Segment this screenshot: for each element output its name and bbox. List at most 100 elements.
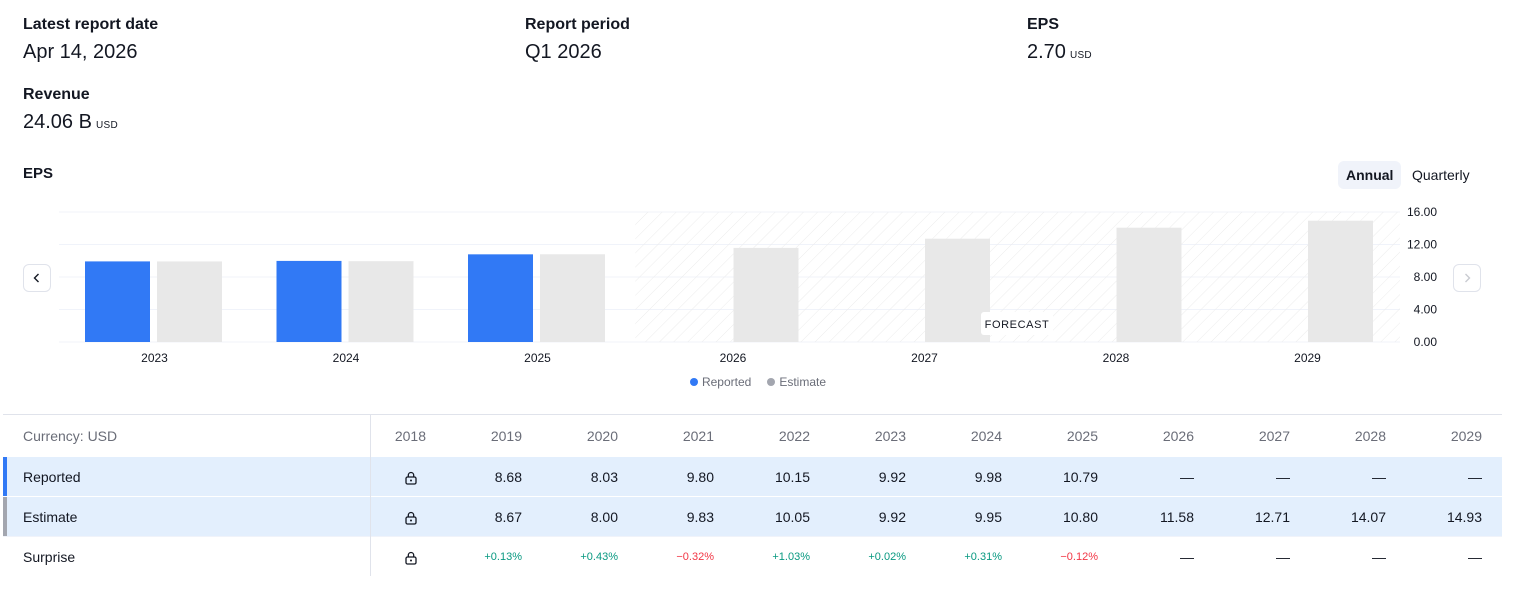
latest-report-date-stat: Latest report date Apr 14, 2026 [23,16,158,64]
reported-bar [276,260,342,342]
row-label: Estimate [23,508,78,525]
value-cell: — [1276,548,1290,565]
value-cell: −0.32% [676,550,714,563]
value-cell: 10.15 [774,468,810,485]
value-cell: 8.68 [494,468,522,485]
value-cell: 10.79 [1062,468,1098,485]
value-cell: −0.12% [1060,550,1098,563]
table-row-surprise: Surprise +0.13% +0.43% −0.32% +1.03% +0.02% +0… [3,536,1502,576]
revenue-stat: Revenue 24.06 B USD [23,86,118,134]
value-cell: 9.92 [878,508,906,525]
eps-stat: EPS 2.70 USD [1027,16,1092,64]
y-tick-label: 16.00 [1407,205,1437,219]
value-cell: 11.58 [1160,508,1194,525]
value-cell: — [1468,548,1482,565]
report-period-stat: Report period Q1 2026 [525,16,630,64]
year-header-cell: 2020 [586,427,618,444]
value-cell: +0.43% [580,550,618,563]
chart-title: EPS [23,165,54,182]
forecast-tag-bg [981,312,1053,335]
chart-next-button[interactable] [1453,264,1481,292]
year-header-cell: 2028 [1354,427,1386,444]
value-cell: 9.92 [878,468,906,485]
year-header-cell: 2023 [874,427,906,444]
eps-value-line: 2.70 USD [1027,41,1092,64]
value-cell: 12.71 [1254,508,1290,525]
legend-reported-label: Reported [701,375,752,389]
value-cell: 8.67 [494,508,522,525]
legend-item-estimate[interactable]: Estimate [767,375,826,389]
value-cell: — [1468,468,1482,485]
row-color-indicator [3,497,7,536]
estimate-bar [733,247,799,342]
latest-report-date-value: Apr 14, 2026 [23,41,138,63]
value-cell: 14.07 [1350,508,1386,525]
y-tick-label: 0.00 [1414,335,1438,349]
report-period-label: Report period [525,16,630,33]
value-cell: — [1180,468,1194,485]
estimate-bar [1308,220,1373,342]
legend-item-reported[interactable]: Reported [689,375,752,389]
currency-label: Currency: USD [23,427,118,444]
y-tick-label: 8.00 [1414,270,1438,284]
estimate-dot-icon [767,378,776,386]
value-cell: — [1180,548,1194,565]
reported-bar [85,261,150,342]
annual-toggle[interactable]: Annual [1338,161,1402,189]
quarterly-toggle[interactable]: Quarterly [1412,167,1470,183]
x-tick-label: 2027 [911,351,938,365]
value-cell: 10.05 [774,508,810,525]
year-header-cell: 2029 [1450,427,1482,444]
year-header-cell: 2024 [970,427,1002,444]
year-header-cell: 2018 [394,427,426,444]
year-header-cell: 2026 [1162,427,1194,444]
revenue-label: Revenue [23,86,90,103]
estimate-bar [157,261,222,342]
value-cell: 14.93 [1446,508,1482,525]
eps-table: Currency: USD 2018 2019 2020 2021 2022 2023 202… [3,414,1502,576]
value-cell: +0.02% [868,550,906,563]
value-cell: — [1276,468,1290,485]
estimate-bar [1116,227,1182,342]
eps-label: EPS [1027,16,1060,33]
estimate-bar [540,254,605,342]
chevron-left-icon [33,273,39,283]
value-cell: 8.00 [590,508,618,525]
value-cell: 9.95 [974,508,1002,525]
estimate-bar [925,238,990,342]
x-tick-label: 2026 [720,351,747,365]
year-header-cell: 2025 [1066,427,1098,444]
chart-prev-button[interactable] [23,264,51,292]
eps-value: 2.70 [1027,41,1066,63]
table-column-divider [370,414,371,576]
table-header-row: Currency: USD 2018 2019 2020 2021 2022 2023 202… [3,414,1502,456]
table-row-estimate: Estimate 8.67 8.00 9.83 10.05 9.92 9.95 10.80 11… [3,496,1502,536]
value-cell: — [1372,548,1386,565]
x-tick-label: 2023 [141,351,168,365]
forecast-tag-label: FORECAST [985,319,1050,331]
value-cell: 9.83 [686,508,714,525]
value-cell: 8.03 [590,468,618,485]
locked-cell [363,508,459,525]
lock-icon [405,471,417,485]
revenue-value: 24.06 B [23,111,92,133]
eps-bar-chart: 2023 2024 2025 2026 2027 2028 2029 0.00 4.00 8.0… [59,205,1438,365]
forecast-tag: FORECAST [981,312,1053,335]
reported-bar [468,254,533,342]
chevron-right-icon [1465,273,1471,283]
latest-report-date-label: Latest report date [23,16,159,33]
y-tick-label: 12.00 [1407,238,1437,252]
y-tick-label: 4.00 [1414,303,1438,317]
eps-unit: USD [1069,50,1092,61]
value-cell: — [1372,468,1386,485]
value-cell: 9.98 [974,468,1002,485]
locked-cell [363,548,459,565]
row-color-indicator [3,457,7,496]
value-cell: +1.03% [772,550,810,563]
value-cell: +0.13% [484,550,522,563]
row-label: Reported [23,468,81,485]
estimate-bar [348,261,414,342]
x-tick-label: 2024 [333,351,360,365]
x-tick-label: 2029 [1294,351,1321,365]
year-header-cell: 2027 [1258,427,1290,444]
